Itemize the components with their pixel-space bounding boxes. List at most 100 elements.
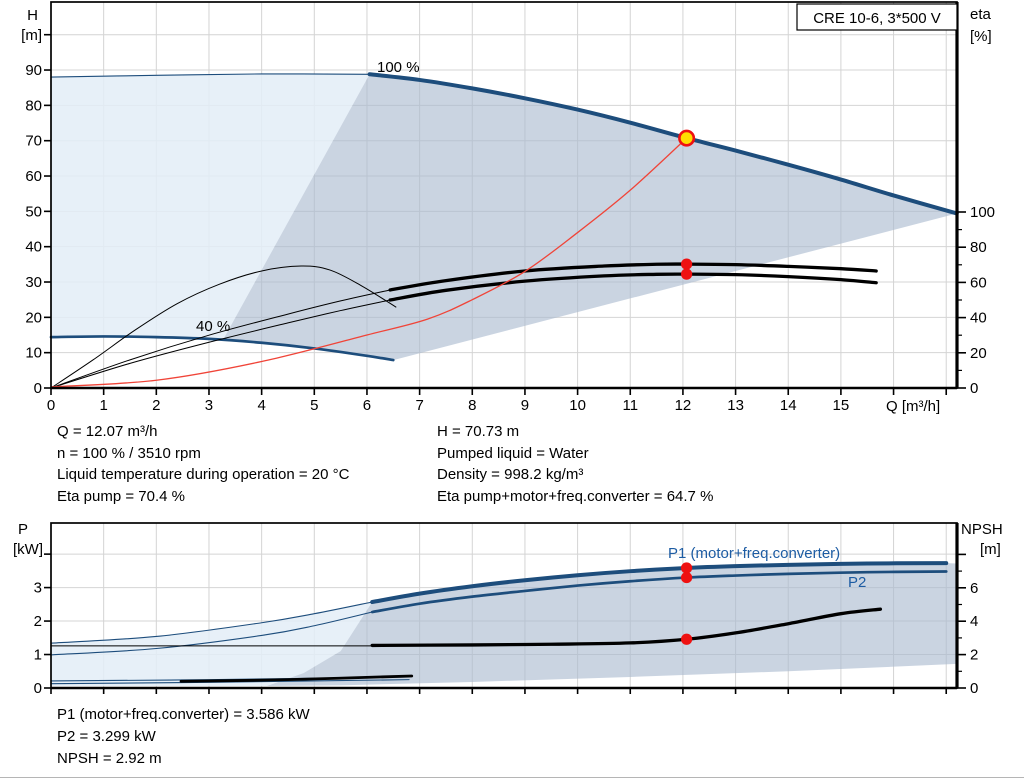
label-p2-curve: P2: [848, 574, 866, 591]
label-speed-100-curve: 100 %: [377, 59, 420, 76]
model-name: CRE 10-6, 3*500 V: [813, 10, 941, 27]
p-tick-label: 1: [34, 647, 42, 664]
h-tick-label: 30: [25, 274, 42, 291]
q-tick-label: 4: [257, 397, 265, 414]
npsh-axis-unit: [m]: [980, 541, 1001, 558]
label-p1-curve: P1 (motor+freq.converter): [668, 545, 840, 562]
eta-tick-label: 100: [970, 204, 995, 221]
p1-marker: [681, 562, 693, 574]
curve-max-head-line: [50, 73, 371, 78]
npsh-tick-label: 2: [970, 647, 978, 664]
curve-speed-100-curve: [367, 72, 959, 216]
region-allowed-range-light: [51, 73, 370, 340]
duty-markers: [678, 129, 696, 645]
q-tick-label: 5: [310, 397, 318, 414]
info-line-liquid: Pumped liquid = Water: [437, 444, 589, 462]
info-line-p2: P2 = 3.299 kW: [57, 728, 156, 745]
info-line-h: H = 70.73 m: [437, 423, 520, 440]
npsh-marker: [681, 633, 693, 645]
region-power-range-light: [51, 601, 373, 686]
region-power-range-gray: [266, 563, 957, 686]
q-tick-label: 3: [205, 397, 213, 414]
p-tick-label: 2: [34, 613, 42, 630]
h-tick-label: 80: [25, 97, 42, 114]
curve-labels: 100 % 40 % P1 (motor+freq.converter) P2: [196, 59, 866, 591]
model-name-box: [796, 3, 958, 31]
info-line-q: Q = 12.07 m³/h: [57, 423, 158, 440]
q-tick-label: 15: [833, 397, 850, 414]
info-line-npsh: NPSH = 2.92 m: [57, 750, 162, 767]
top-info-right: H = 70.73 m Pumped liquid = Water Densit…: [437, 421, 713, 507]
eta-pump-marker: [681, 258, 693, 270]
h-tick-label: 10: [25, 345, 42, 362]
h-tick-label: 20: [25, 309, 42, 326]
eta-total-marker: [681, 268, 693, 280]
curve-npsh-low-curve: [179, 674, 414, 683]
info-line-temp: Liquid temperature during operation = 20…: [57, 466, 350, 483]
q-axis-title: Q [m³/h]: [886, 398, 940, 415]
q-tick-label: 6: [363, 397, 371, 414]
p-axis-title: P: [18, 521, 28, 538]
curve-eta-pump-extension: [50, 289, 391, 389]
info-line-n: n = 100 % / 3510 rpm: [57, 444, 201, 462]
eta-tick-label: 20: [970, 345, 987, 362]
q-tick-label: 14: [780, 397, 797, 414]
info-line-eta: Eta pump = 70.4 %: [57, 487, 185, 505]
curve-eta-pump-curve: [388, 262, 878, 292]
duty-point-marker[interactable]: [678, 129, 696, 147]
h-tick-label: 40: [25, 239, 42, 256]
eta-tick-label: 0: [970, 380, 978, 397]
curve-p1-extension: [50, 601, 373, 644]
q-tick-label: 10: [569, 397, 586, 414]
npsh-axis-title: NPSH: [961, 521, 1003, 538]
npsh-tick-label: 0: [970, 680, 978, 697]
eta-tick-label: 60: [970, 274, 987, 291]
bottom-divider: [0, 777, 1024, 778]
h-tick-label: 70: [25, 133, 42, 150]
h-tick-label: 90: [25, 62, 42, 79]
h-axis-title: H: [27, 7, 38, 24]
top-info-left: Q = 12.07 m³/h n = 100 % / 3510 rpm Liqu…: [57, 421, 349, 507]
label-speed-40-curve: 40 %: [196, 318, 230, 335]
h-tick-label: 0: [34, 380, 42, 397]
q-tick-label: 0: [47, 397, 55, 414]
bottom-info: P1 (motor+freq.converter) = 3.586 kW P2 …: [57, 704, 310, 770]
curve-eta-arc-low-speed: [50, 265, 397, 389]
curve-speed-40-curve: [49, 335, 395, 362]
q-tick-label: 1: [99, 397, 107, 414]
curve-eta-total-extension: [50, 299, 391, 389]
h-tick-label: 60: [25, 168, 42, 185]
info-line-p1: P1 (motor+freq.converter) = 3.586 kW: [57, 706, 310, 723]
p2-marker: [681, 571, 693, 584]
eta-tick-label: 40: [970, 310, 987, 327]
curves: [49, 72, 959, 685]
q-tick-label: 13: [727, 397, 744, 414]
h-axis-unit: [m]: [21, 27, 42, 44]
q-tick-label: 8: [468, 397, 476, 414]
q-tick-label: 11: [622, 397, 638, 414]
info-line-density: Density = 998.2 kg/m³: [437, 466, 584, 483]
npsh-tick-label: 6: [970, 580, 978, 597]
eta-tick-label: 80: [970, 239, 987, 256]
curve-control-curve: [50, 137, 688, 388]
curve-eta-total-curve: [388, 272, 878, 302]
axis-ticks-and-labels: 0 1 2 3 4 5 6 7 8 9 10 11 12 13 14 15010203040506070809…: [25, 33, 995, 697]
q-tick-label: 2: [152, 397, 160, 414]
eta-axis-title: eta: [970, 6, 992, 23]
h-tick-label: 50: [25, 203, 42, 220]
p-tick-label: 3: [34, 580, 42, 597]
eta-axis-unit: [%]: [970, 28, 992, 45]
info-line-eta-total: Eta pump+motor+freq.converter = 64.7 %: [437, 487, 714, 505]
p-axis-unit: [kW]: [13, 541, 43, 558]
curve-p2-curve: [370, 570, 948, 614]
q-tick-label: 12: [675, 397, 692, 414]
q-tick-label: 7: [415, 397, 423, 414]
npsh-tick-label: 4: [970, 613, 978, 630]
q-tick-label: 9: [521, 397, 529, 414]
curve-p1-curve: [370, 561, 949, 604]
axis-frames: [50, 1, 959, 690]
p-tick-label: 0: [34, 680, 42, 697]
curve-p2-extension: [50, 611, 373, 656]
